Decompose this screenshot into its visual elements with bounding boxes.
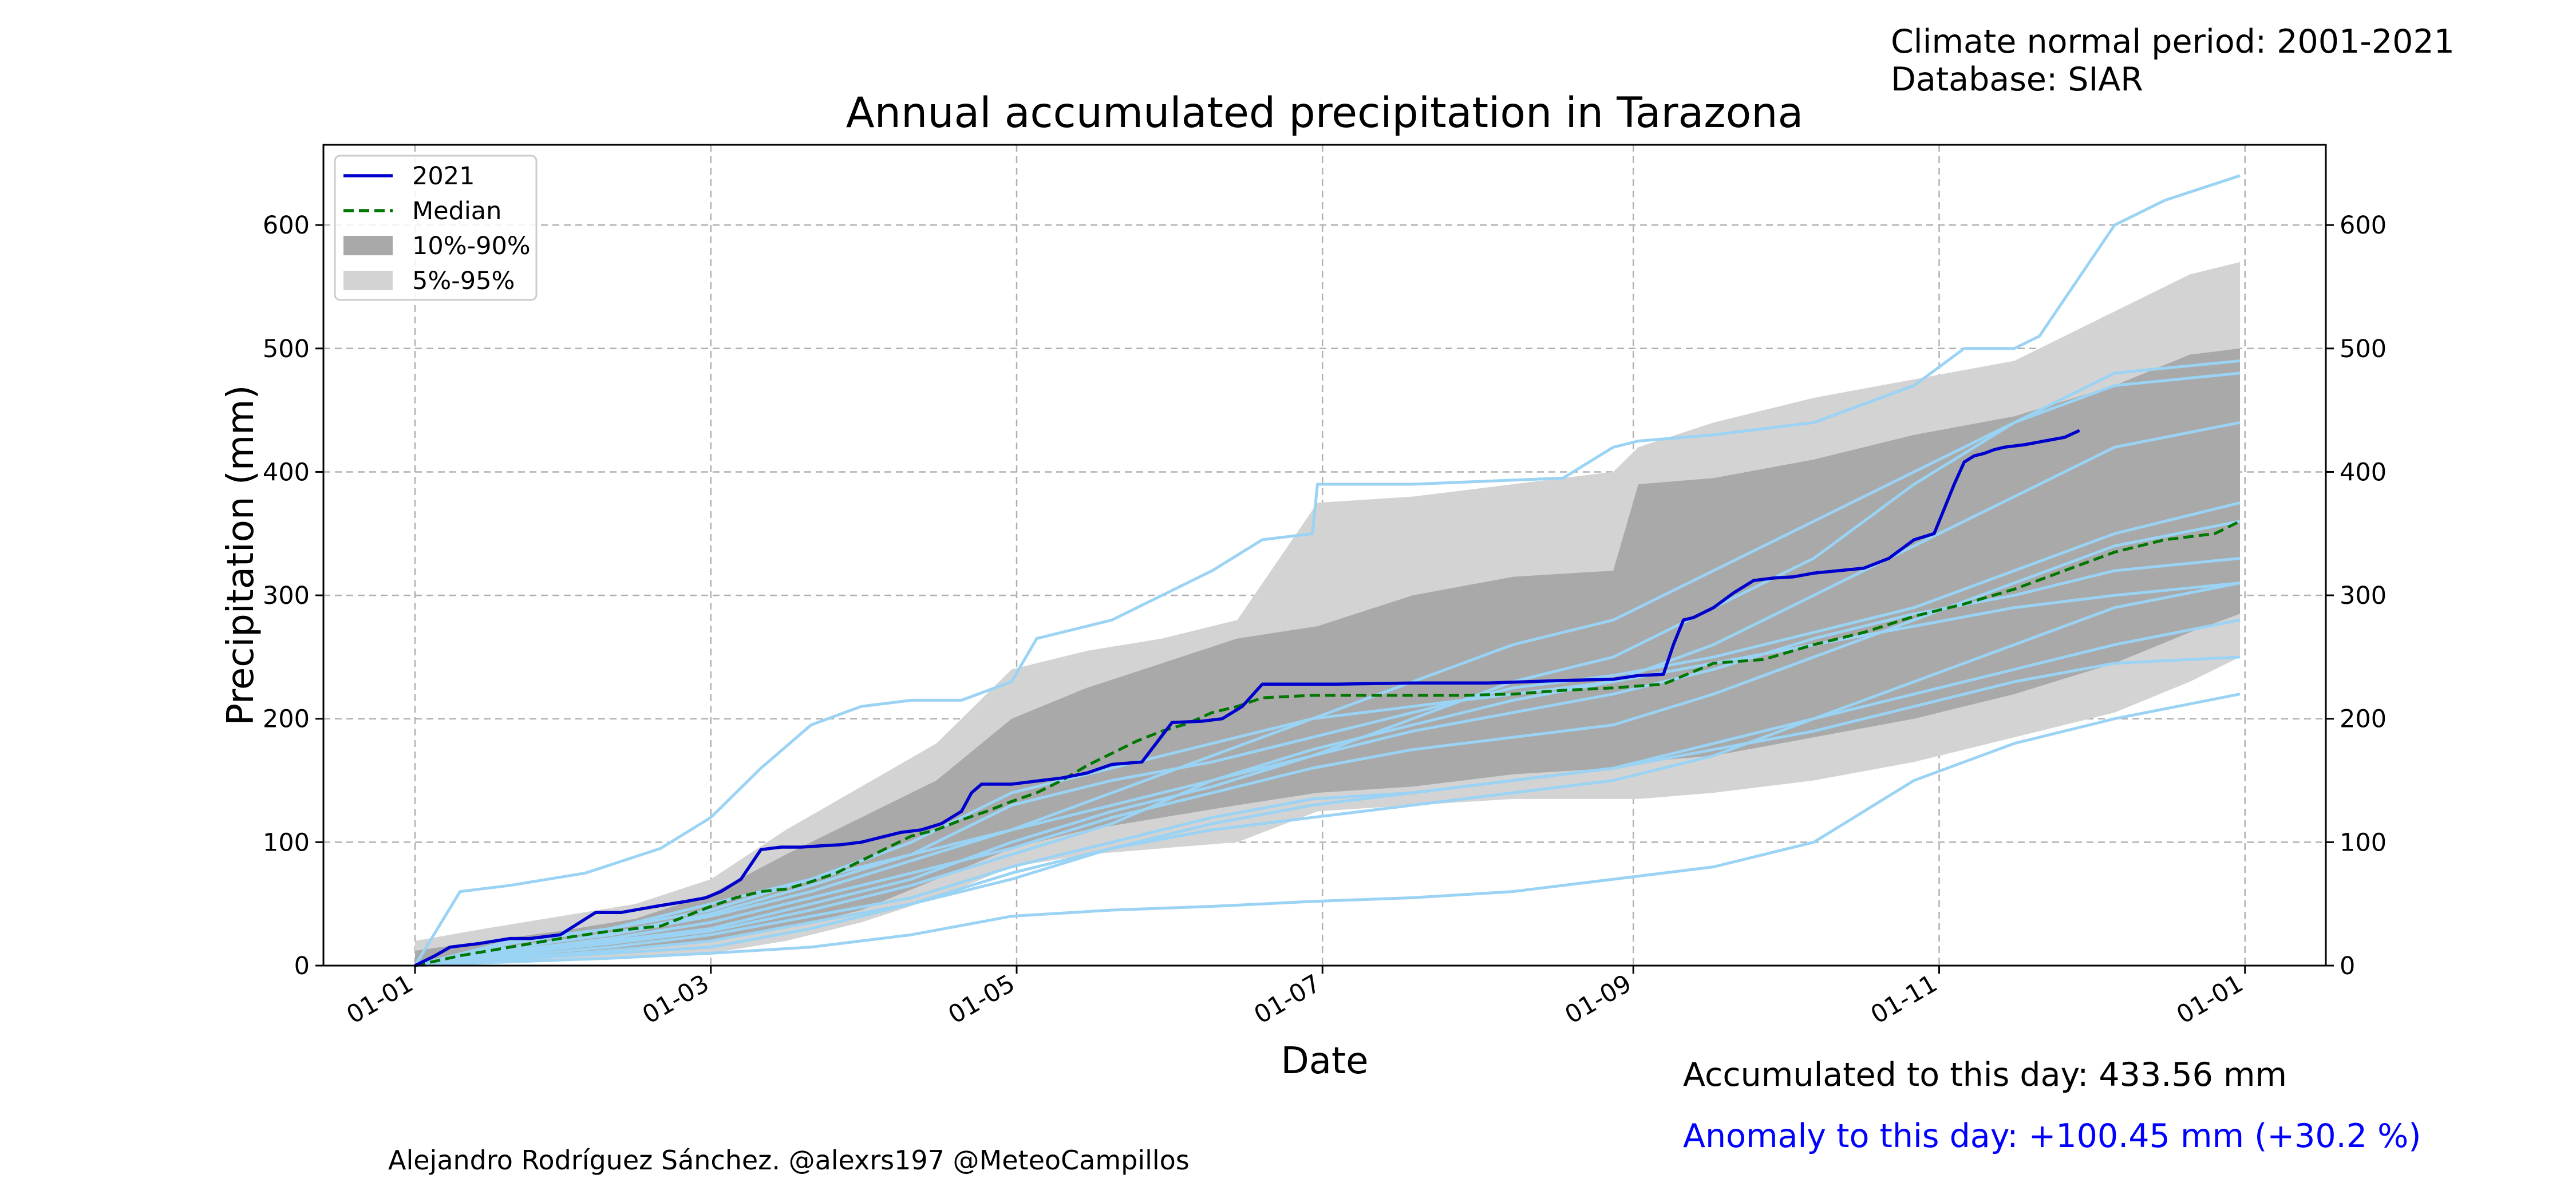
x-tick-label-3: 01-07 <box>1250 969 1326 1030</box>
historical-year-lines <box>413 174 2241 967</box>
y-tick-label-left-5: 500 <box>263 335 310 363</box>
historical-year-line-0 <box>413 174 2241 967</box>
y-tick-label-right-2: 200 <box>2340 705 2387 734</box>
author-credit: Alejandro Rodríguez Sánchez. @alexrs197 … <box>388 1145 1190 1176</box>
x-tick-label-6: 01-01 <box>2172 969 2248 1030</box>
y-tick-label-right-6: 600 <box>2340 211 2387 240</box>
y-tick-label-right-4: 400 <box>2340 458 2387 487</box>
accumulated-label: Accumulated to this day: 433.56 mm <box>1683 1056 2287 1094</box>
legend-swatch-3 <box>343 271 393 290</box>
x-tick-label-1: 01-03 <box>638 969 714 1030</box>
historical-year-line-8 <box>414 421 2241 967</box>
current-year-line <box>414 429 2080 967</box>
legend-label-3: 5%-95% <box>412 267 515 295</box>
y-ticks-right: 0 100 200 300 400 500 600 <box>2326 211 2387 980</box>
historical-year-line-11 <box>414 582 2241 967</box>
legend-label-1: Median <box>412 197 501 226</box>
historical-year-line-9 <box>414 655 2241 967</box>
legend-box <box>334 155 538 301</box>
main-series <box>414 429 2241 967</box>
y-tick-label-left-2: 200 <box>263 705 310 734</box>
y-axis-label: Precipitation (mm) <box>220 385 262 726</box>
x-axis-label: Date <box>1281 1040 1369 1082</box>
legend-swatch-2 <box>343 236 393 255</box>
y-tick-label-left-6: 600 <box>263 211 310 240</box>
y-tick-label-right-0: 0 <box>2340 952 2355 980</box>
percentile-bands <box>415 262 2240 966</box>
anomaly-label: Anomaly to this day: +100.45 mm (+30.2 %… <box>1683 1117 2421 1155</box>
normal-period-label: Climate normal period: 2001-2021 <box>1891 23 2455 61</box>
historical-year-line-7 <box>414 693 2241 967</box>
y-tick-label-left-0: 0 <box>294 952 310 980</box>
y-tick-label-left-3: 300 <box>263 582 310 610</box>
y-tick-label-right-3: 300 <box>2340 582 2387 610</box>
plot-frame <box>322 144 2327 967</box>
historical-year-line-3 <box>414 582 2241 967</box>
x-tick-label-2: 01-05 <box>943 969 1020 1030</box>
historical-year-line-5 <box>414 618 2241 967</box>
y-tick-label-left-4: 400 <box>263 458 310 487</box>
metadata-block: Climate normal period: 2001-2021 Databas… <box>1891 23 2455 98</box>
x-tick-label-5: 01-11 <box>1866 969 1942 1030</box>
y-tick-label-right-5: 500 <box>2340 335 2387 363</box>
band-10-90 <box>415 348 2240 966</box>
historical-year-line-10 <box>414 501 2241 967</box>
band-5-95 <box>415 262 2240 966</box>
x-tick-label-0: 01-01 <box>342 969 418 1030</box>
median-line <box>414 520 2241 967</box>
x-ticks: 01-01 01-03 01-05 01-07 01-09 01-11 01-01 <box>342 966 2248 1030</box>
legend: 2021 Median 10%-90% 5%-95% <box>334 155 538 301</box>
database-label: Database: SIAR <box>1891 61 2143 98</box>
y-tick-label-right-1: 100 <box>2340 828 2387 857</box>
x-tick-label-4: 01-09 <box>1560 969 1637 1030</box>
legend-label-0: 2021 <box>412 162 475 191</box>
historical-year-line-6 <box>414 520 2241 967</box>
chart-title: Annual accumulated precipitation in Tara… <box>846 89 1804 137</box>
historical-year-line-2 <box>414 359 2241 967</box>
legend-label-2: 10%-90% <box>412 232 531 260</box>
y-tick-label-left-1: 100 <box>263 828 310 857</box>
y-ticks-left: 0 100 200 300 400 500 600 <box>263 211 323 980</box>
